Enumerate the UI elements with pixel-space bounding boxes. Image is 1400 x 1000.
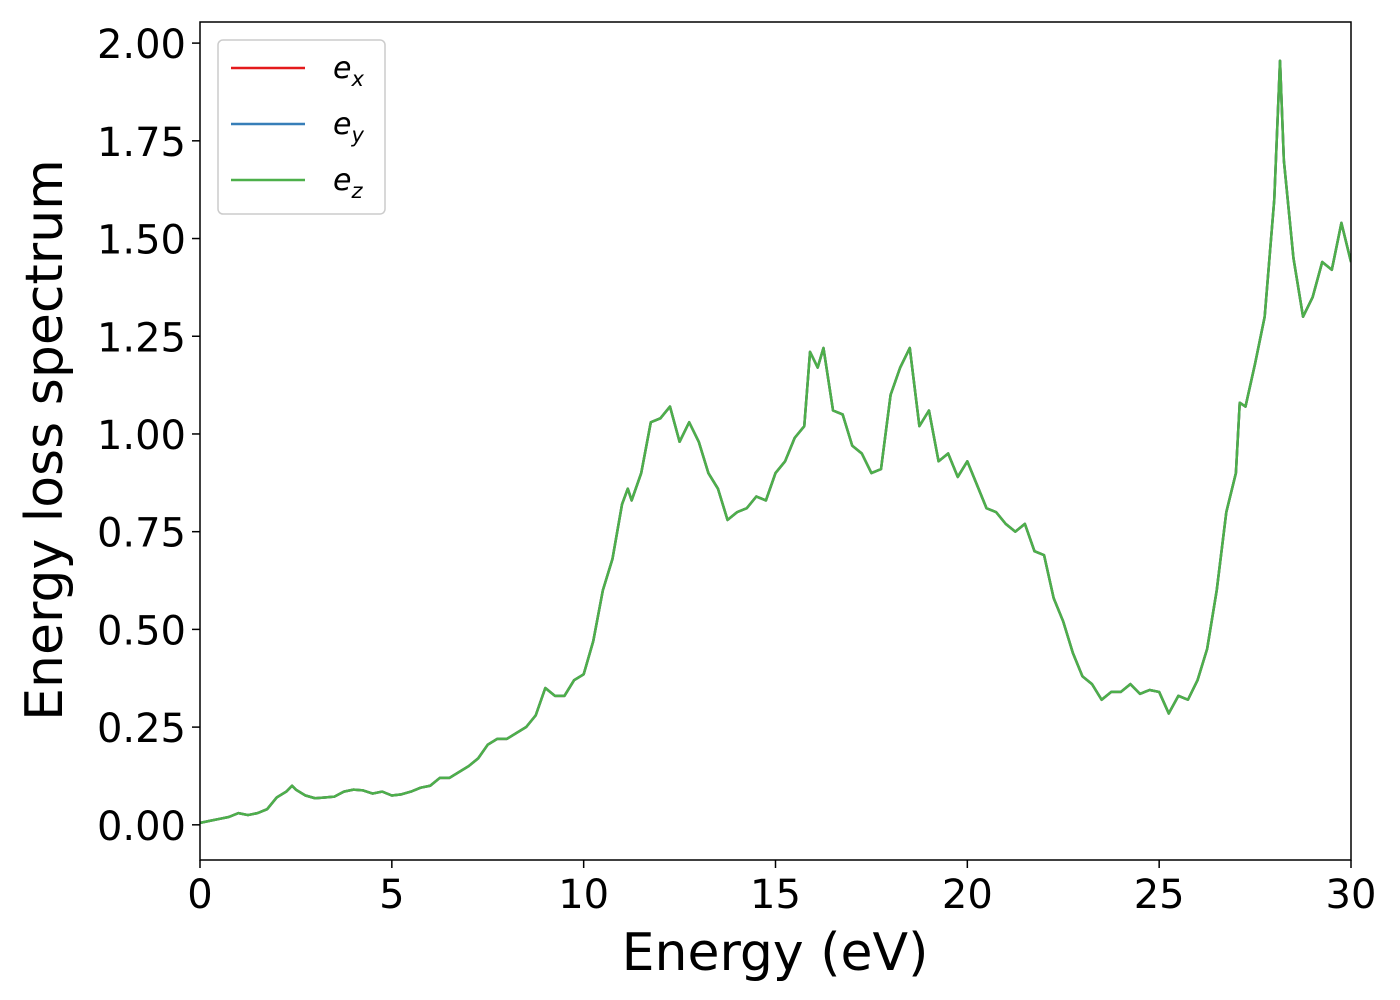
y-tick-label: 1.25 <box>97 315 186 361</box>
x-tick-label: 10 <box>558 872 609 918</box>
legend-label: ez <box>333 163 363 203</box>
y-tick-label: 1.75 <box>97 120 186 166</box>
legend-label: ex <box>333 51 364 91</box>
x-tick-label: 20 <box>942 872 993 918</box>
x-axis-label: Energy (eV) <box>622 923 929 983</box>
plot-frame <box>199 21 1352 861</box>
x-tick-label: 0 <box>187 872 212 918</box>
y-tick-label: 1.50 <box>97 218 186 264</box>
y-tick-label: 0.75 <box>97 511 186 557</box>
y-tick-label: 0.50 <box>97 608 186 654</box>
y-axis-label: Energy loss spectrum <box>15 159 75 721</box>
x-tick-label: 15 <box>750 872 801 918</box>
y-tick-label: 0.00 <box>97 804 186 850</box>
legend-label: ey <box>333 107 364 147</box>
x-tick-label: 25 <box>1134 872 1185 918</box>
x-tick-label: 30 <box>1326 872 1377 918</box>
y-tick-label: 2.00 <box>97 22 186 68</box>
series-line <box>200 59 1351 825</box>
y-tick-label: 1.00 <box>97 413 186 459</box>
legend-box <box>217 39 386 215</box>
x-tick-label: 5 <box>379 872 404 918</box>
y-tick-label: 0.25 <box>97 706 186 752</box>
